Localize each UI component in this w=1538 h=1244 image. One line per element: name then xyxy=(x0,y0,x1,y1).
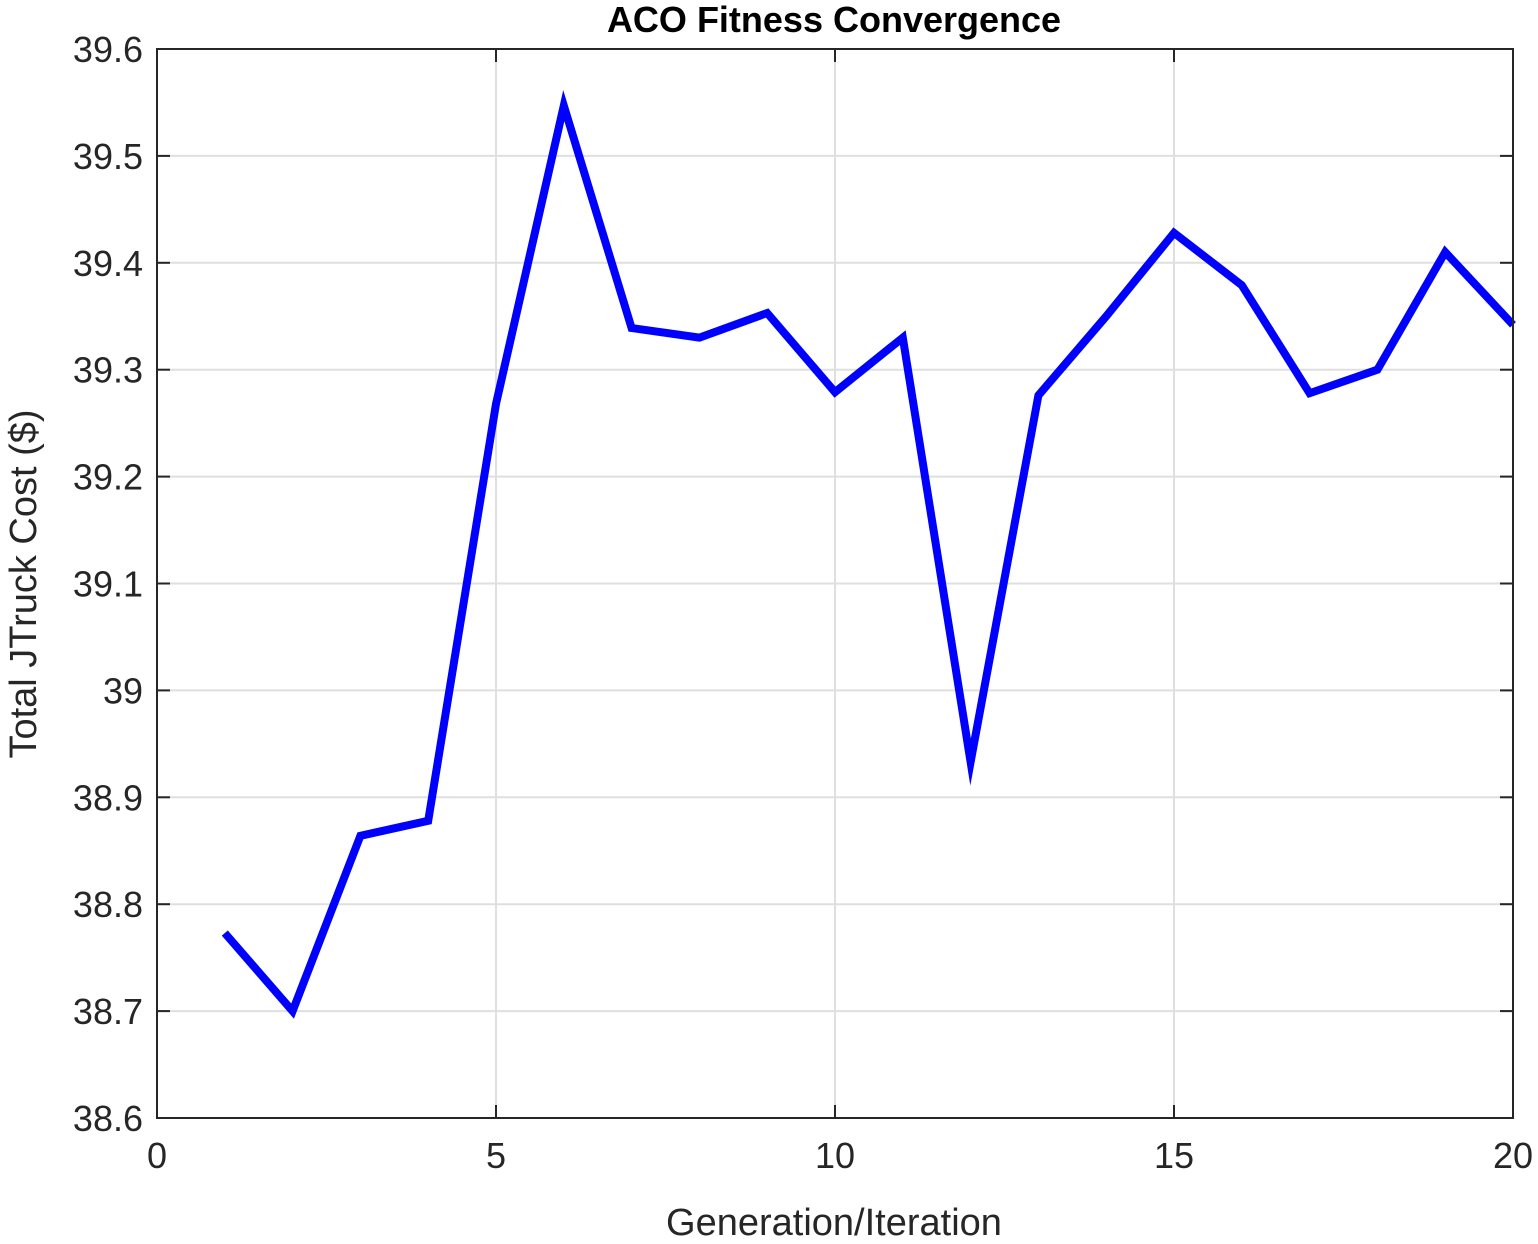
y-tick-label: 39.2 xyxy=(73,457,143,498)
y-tick-label: 39.1 xyxy=(73,564,143,605)
y-tick-labels: 38.6 38.7 38.8 38.9 39 39.1 39.2 39.3 39.4 39.5 39… xyxy=(73,29,143,1139)
y-tick-label: 39.6 xyxy=(73,29,143,70)
y-tick-label: 38.6 xyxy=(73,1098,143,1139)
y-tick-label: 39.3 xyxy=(73,350,143,391)
x-tick-label: 0 xyxy=(147,1135,167,1176)
chart-title: ACO Fitness Convergence xyxy=(607,0,1061,40)
x-tick-label: 5 xyxy=(486,1135,506,1176)
y-tick-label: 38.7 xyxy=(73,991,143,1032)
series-layer xyxy=(221,90,1516,1019)
x-tick-label: 10 xyxy=(815,1135,855,1176)
x-tick-label: 20 xyxy=(1493,1135,1533,1176)
series-line xyxy=(221,90,1516,1019)
y-tick-label: 39.4 xyxy=(73,243,143,284)
x-axis-label: Generation/Iteration xyxy=(666,1202,1002,1239)
x-tick-label: 15 xyxy=(1154,1135,1194,1176)
y-tick-label: 39.5 xyxy=(73,136,143,177)
y-tick-label: 38.9 xyxy=(73,777,143,818)
x-tick-labels: 0 5 10 15 20 xyxy=(147,1135,1533,1176)
tick-marks xyxy=(156,48,1514,1119)
y-tick-label: 38.8 xyxy=(73,884,143,925)
y-axis-label: Total JTruck Cost ($) xyxy=(3,409,45,758)
y-tick-label: 39 xyxy=(103,670,143,711)
